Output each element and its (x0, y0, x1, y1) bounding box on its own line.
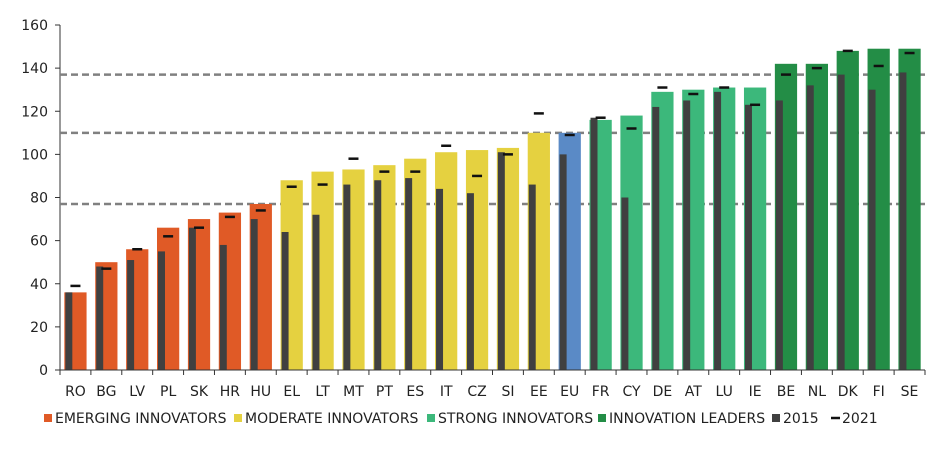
x-tick-label-EU: EU (560, 384, 579, 400)
bar-2015-SE (899, 72, 907, 370)
bar-2015-CY (621, 197, 629, 370)
legend-marker-leader (598, 414, 606, 422)
y-tick-label: 160 (21, 18, 48, 34)
bar-2015-LT (312, 214, 320, 370)
x-tick-label-CZ: CZ (467, 384, 486, 400)
x-tick-label-FI: FI (873, 384, 885, 400)
x-tick-label-SE: SE (901, 384, 919, 400)
bar-2015-BE (775, 100, 783, 370)
x-tick-label-ES: ES (406, 384, 424, 400)
legend-marker-emerging (44, 414, 52, 422)
legend-marker-moderate (234, 414, 242, 422)
x-tick-label-BE: BE (777, 384, 795, 400)
legend-label-y2015: 2015 (783, 411, 819, 427)
bar-2015-CZ (466, 193, 474, 370)
bar-2015-DE (652, 106, 660, 370)
y-axis: 0 20 40 60 80 100 120 140 160 (21, 18, 61, 379)
x-tick-label-HR: HR (220, 384, 241, 400)
bar-2015-FR (590, 117, 598, 370)
bar-2015-EE (528, 184, 536, 370)
x-tick-label-LV: LV (129, 384, 145, 400)
legend-label-emerging: EMERGING INNOVATORS (55, 411, 227, 427)
bar-2015-HR (219, 244, 227, 370)
bar-2015-IT (436, 188, 444, 370)
x-tick-label-EE: EE (530, 384, 548, 400)
marks-2021 (70, 49, 915, 288)
bar-2015-NL (806, 85, 814, 370)
bar-2015-RO (65, 292, 73, 370)
bar-2015-ES (405, 178, 413, 370)
x-tick-label-RO: RO (65, 384, 86, 400)
bar-2015-DK (837, 74, 845, 370)
x-tick-label-NL: NL (808, 384, 826, 400)
legend-label-y2021: 2021 (842, 411, 878, 427)
x-tick-label-LU: LU (716, 384, 733, 400)
legend-marker-strong (427, 414, 435, 422)
y-tick-label: 100 (21, 147, 48, 163)
legend-label-leader: INNOVATION LEADERS (609, 411, 765, 427)
bar-2015-BG (96, 266, 104, 370)
bar-2015-LV (127, 260, 135, 370)
x-tick-label-FR: FR (592, 384, 610, 400)
x-tick-label-DK: DK (838, 384, 859, 400)
bar-2015-AT (683, 100, 691, 370)
x-tick-label-LT: LT (315, 384, 330, 400)
y-tick-label: 140 (21, 61, 48, 77)
x-tick-label-EL: EL (283, 384, 300, 400)
x-tick-label-SK: SK (190, 384, 209, 400)
legend-label-strong: STRONG INNOVATORS (438, 411, 593, 427)
y-tick-label: 80 (30, 191, 48, 207)
legend: EMERGING INNOVATORS MODERATE INNOVATORS ST… (44, 411, 878, 427)
x-axis: RO BG LV PL SK HR HU EL LT MT PT ES IT CZ SI EE EU FR CY DE… (59, 369, 926, 400)
bar-2015-EL (281, 232, 289, 370)
x-tick-label-HU: HU (250, 384, 271, 400)
bar-2015-HU (250, 219, 258, 370)
x-tick-label-CY: CY (622, 384, 641, 400)
legend-marker-y2015 (772, 414, 780, 422)
bar-2015-MT (343, 184, 351, 370)
legend-label-moderate: MODERATE INNOVATORS (245, 411, 419, 427)
bar-2015-EU (559, 154, 567, 370)
bar-2015-LU (714, 91, 722, 370)
y-tick-label: 60 (30, 234, 48, 250)
bar-2015-PL (158, 251, 166, 370)
bar-2015-FI (868, 89, 876, 370)
bar-2015-IE (744, 104, 752, 370)
y-tick-label: 40 (30, 277, 48, 293)
bar-2015-PT (374, 180, 382, 370)
x-tick-label-IT: IT (440, 384, 453, 400)
x-tick-label-PT: PT (376, 384, 393, 400)
x-tick-label-IE: IE (749, 384, 762, 400)
bars-2015 (65, 72, 907, 370)
x-tick-label-PL: PL (160, 384, 176, 400)
y-tick-label: 20 (30, 320, 48, 336)
y-tick-label: 0 (39, 363, 48, 379)
y-tick-label: 120 (21, 104, 48, 120)
bar-2015-SK (188, 227, 196, 370)
x-tick-label-MT: MT (343, 384, 364, 400)
x-tick-label-AT: AT (685, 384, 702, 400)
x-tick-label-SI: SI (501, 384, 514, 400)
x-tick-label-BG: BG (96, 384, 116, 400)
bar-2015-SI (497, 152, 505, 370)
x-tick-label-DE: DE (653, 384, 673, 400)
